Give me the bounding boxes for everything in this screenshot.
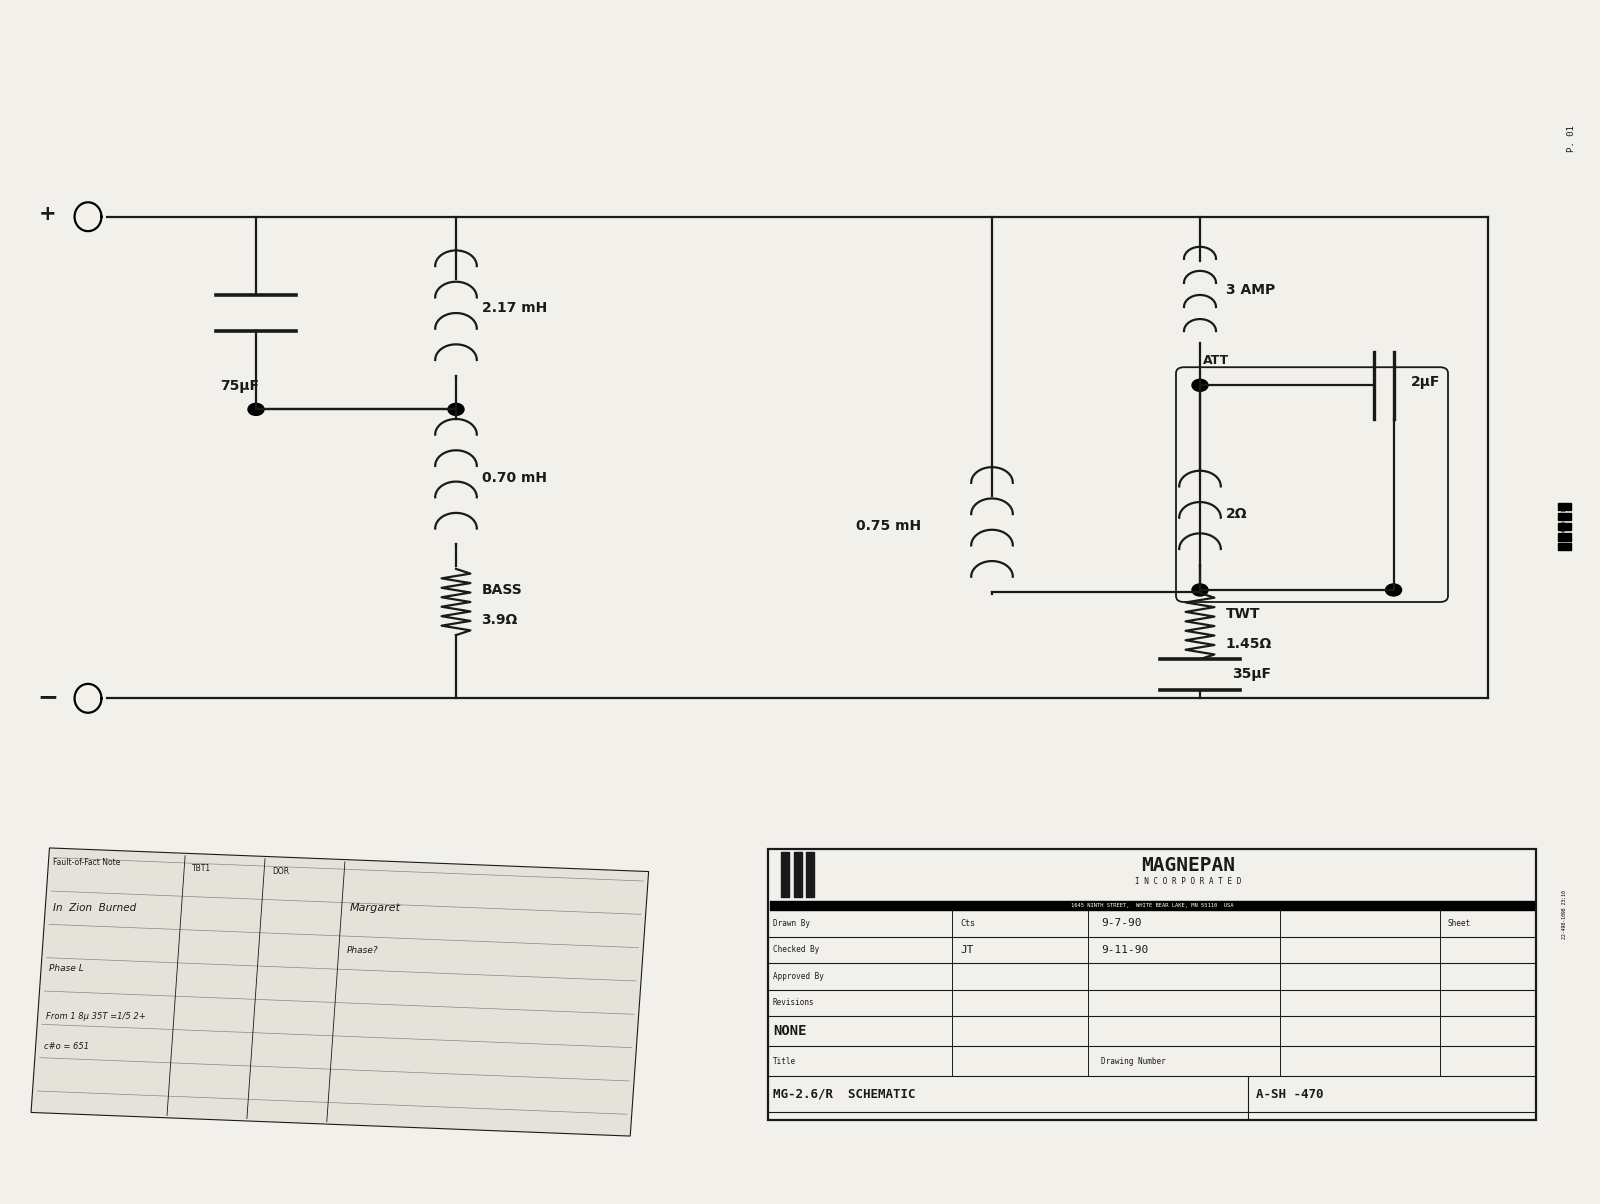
Text: JT: JT [960,945,973,955]
Text: 9-11-90: 9-11-90 [1101,945,1149,955]
Bar [30,848,648,1137]
Text: In  Zion  Burned: In Zion Burned [53,903,136,914]
Text: TBT1: TBT1 [192,863,211,873]
Text: Fault-of-Fact Note: Fault-of-Fact Note [53,858,120,867]
Text: NONE: NONE [773,1025,806,1038]
Text: DOR: DOR [272,867,290,875]
Text: Sheet: Sheet [1448,919,1470,928]
Text: BASS: BASS [482,583,522,597]
Text: MAGNEPAN: MAGNEPAN [1141,856,1235,874]
Text: Approved By: Approved By [773,972,824,981]
Text: 35μF: 35μF [1232,667,1270,681]
Text: Revisions: Revisions [773,998,814,1008]
Circle shape [1192,379,1208,391]
Text: 1645 NINTH STREET,  WHITE BEAR LAKE, MN 55110  USA: 1645 NINTH STREET, WHITE BEAR LAKE, MN 5… [1070,903,1234,908]
Circle shape [448,403,464,415]
Text: Phase L: Phase L [50,964,83,973]
Text: TWT: TWT [1226,607,1261,621]
Text: P. 01: P. 01 [1566,125,1576,152]
Text: 1.45Ω: 1.45Ω [1226,637,1272,651]
Text: Phase?: Phase? [347,945,378,955]
Text: Margaret: Margaret [350,903,400,913]
Text: Title: Title [773,1057,795,1066]
Text: 95454041 1: 95454041 1 [1562,509,1568,538]
Text: A-SH -470: A-SH -470 [1256,1088,1323,1100]
Text: 2.17 mH: 2.17 mH [482,301,547,315]
Text: 75μF: 75μF [221,379,259,394]
Text: 0.75 mH: 0.75 mH [856,519,922,533]
Text: +: + [38,205,58,224]
Text: 2Ω: 2Ω [1226,507,1246,521]
Text: ATT: ATT [1203,354,1229,367]
Text: 3 AMP: 3 AMP [1226,283,1275,297]
Text: Checked By: Checked By [773,945,819,955]
Bar [768,849,1536,1120]
Circle shape [1386,584,1402,596]
Text: 0.70 mH: 0.70 mH [482,471,547,485]
Text: 2μF: 2μF [1411,374,1440,389]
Text: From 1 8μ 35T =1/5 2+: From 1 8μ 35T =1/5 2+ [46,1013,146,1021]
Text: 3.9Ω: 3.9Ω [482,613,518,627]
Text: c#o = 651: c#o = 651 [43,1043,88,1051]
Text: Cts: Cts [960,919,974,928]
Text: Drawn By: Drawn By [773,919,810,928]
Text: 9-7-90: 9-7-90 [1101,919,1141,928]
Circle shape [248,403,264,415]
Text: −: − [37,685,59,709]
Text: 22-498-1098 23:10: 22-498-1098 23:10 [1562,891,1568,939]
Text: I N C O R P O R A T E D: I N C O R P O R A T E D [1134,878,1242,886]
Circle shape [1192,584,1208,596]
Text: MG-2.6/R  SCHEMATIC: MG-2.6/R SCHEMATIC [773,1088,915,1100]
Text: Drawing Number: Drawing Number [1101,1057,1165,1066]
